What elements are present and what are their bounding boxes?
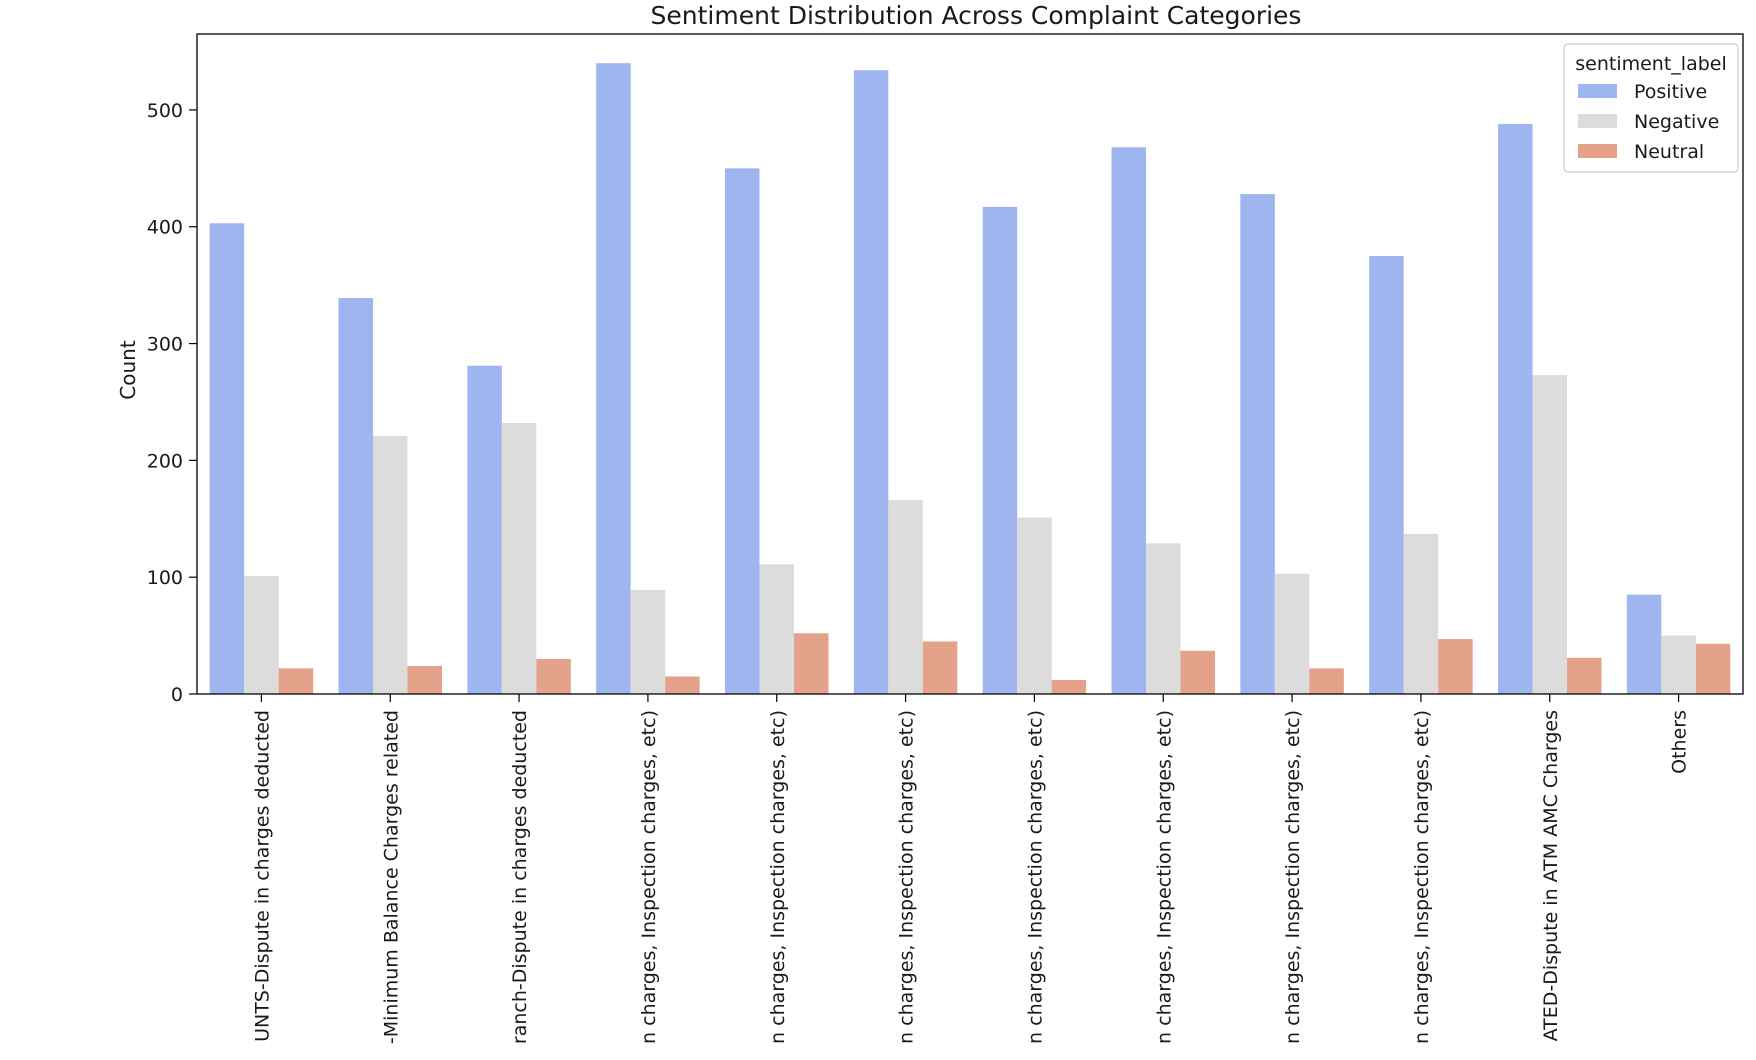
bar-neutral-5 (922, 641, 958, 694)
bar-neutral-10 (1567, 657, 1602, 694)
x-tick-label: n charges, Inspection charges, etc) (1153, 710, 1175, 1044)
legend-swatch-negative (1578, 114, 1617, 128)
legend-label-neutral: Neutral (1634, 141, 1704, 163)
x-tick-label: n charges, Inspection charges, etc) (1282, 710, 1304, 1044)
bar-neutral-7 (1180, 650, 1215, 694)
legend-swatch-neutral (1578, 144, 1617, 158)
bar-negative-0 (244, 576, 279, 694)
legend: sentiment_label Positive Negative Neutral (1563, 43, 1739, 173)
x-tick-label: n charges, Inspection charges, etc) (896, 710, 918, 1044)
bar-positive-11 (1626, 594, 1662, 694)
bar-positive-10 (1498, 123, 1533, 694)
bar-positive-1 (338, 298, 373, 694)
y-tick-label: 0 (171, 684, 183, 706)
bar-negative-5 (888, 500, 923, 694)
bar-negative-7 (1146, 543, 1181, 694)
y-tick-label: 300 (147, 334, 183, 356)
chart-title: Sentiment Distribution Across Complaint … (651, 1, 1302, 30)
x-tick-label: ranch-Dispute in charges deducted (509, 710, 531, 1044)
bar-neutral-11 (1695, 643, 1731, 694)
y-tick-label: 200 (147, 450, 183, 472)
bar-neutral-0 (278, 668, 314, 694)
bar-neutral-6 (1051, 679, 1087, 694)
y-tick-label: 500 (147, 100, 183, 122)
bar-negative-9 (1403, 533, 1439, 694)
bar-negative-4 (759, 564, 794, 694)
legend-swatch-positive (1578, 84, 1617, 98)
bar-positive-0 (209, 223, 245, 695)
y-tick-label: 100 (147, 567, 183, 589)
bar-positive-2 (467, 365, 502, 694)
legend-label-negative: Negative (1634, 111, 1719, 133)
x-tick-label: n charges, Inspection charges, etc) (767, 710, 789, 1044)
bar-positive-3 (596, 63, 631, 694)
bar-neutral-8 (1309, 668, 1344, 694)
bar-neutral-4 (794, 633, 829, 694)
x-tick-label: UNTS-Dispute in charges deducted (251, 710, 273, 1042)
y-tick-label: 400 (147, 217, 183, 239)
bar-negative-3 (630, 590, 666, 694)
x-tick-label: n charges, Inspection charges, etc) (1024, 710, 1046, 1044)
bar-negative-1 (373, 435, 408, 694)
bar-positive-6 (982, 206, 1018, 694)
plot-frame (196, 33, 1744, 695)
x-tick-label: n charges, Inspection charges, etc) (1411, 710, 1433, 1044)
bar-negative-8 (1274, 573, 1310, 694)
x-tick-label: Others (1669, 710, 1691, 774)
plot-area: 0 100 200 300 400 500 UNTS-Dispute in charges … (147, 33, 1744, 1044)
bar-positive-9 (1369, 255, 1404, 694)
bar-positive-4 (725, 168, 760, 695)
bar-neutral-9 (1438, 639, 1473, 694)
bar-positive-7 (1111, 147, 1146, 694)
bar-neutral-3 (665, 676, 700, 694)
legend-label-positive: Positive (1634, 81, 1707, 103)
bar-neutral-1 (407, 665, 442, 694)
bar-neutral-2 (536, 658, 571, 694)
bar-positive-5 (853, 70, 889, 694)
bar-positive-8 (1240, 194, 1275, 695)
legend-box (1563, 43, 1739, 173)
x-tick-label: ATED-Dispute in ATM AMC Charges (1540, 710, 1562, 1041)
bar-negative-6 (1017, 517, 1052, 694)
bar-negative-11 (1661, 635, 1696, 694)
x-tick-label: -Minimum Balance Charges related (380, 710, 402, 1044)
x-tick-label: n charges, Inspection charges, etc) (638, 710, 660, 1044)
legend-title: sentiment_label (1575, 53, 1727, 75)
y-axis-label: Count (116, 340, 140, 400)
bar-negative-10 (1532, 375, 1567, 694)
bar-negative-2 (501, 422, 537, 694)
